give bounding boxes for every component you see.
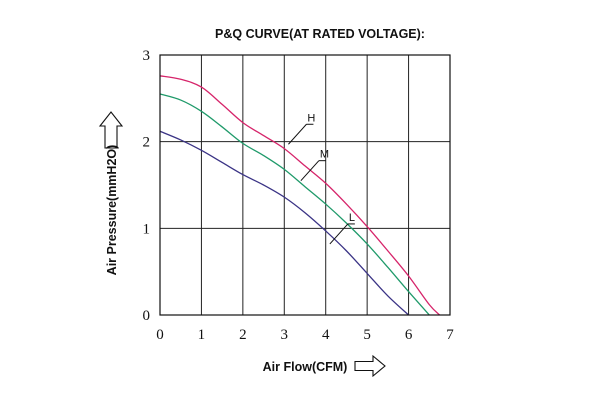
series-line-h: [159, 75, 441, 316]
x-axis-title-group: Air Flow(CFM): [263, 354, 386, 378]
x-axis-label: Air Flow(CFM): [263, 360, 348, 374]
x-tick-label: 6: [405, 327, 413, 343]
x-tick-label: 5: [363, 327, 371, 343]
x-tick-label: 2: [239, 327, 247, 343]
series-label-leader: [288, 123, 307, 145]
series-line-l: [159, 130, 410, 316]
tick-labels: 0 1 2 3 4 5 6 7 0 1 2 3: [143, 48, 455, 343]
x-tick-label: 1: [198, 327, 206, 343]
y-tick-label: 0: [143, 308, 151, 324]
series-label-l: L: [349, 212, 355, 224]
series-label-leader: [329, 223, 349, 245]
arrow-up-icon: [98, 111, 124, 149]
x-tick-label: 4: [322, 327, 330, 343]
y-axis-title-group: Air Pressure(mmH2O): [98, 111, 124, 276]
y-tick-label: 1: [143, 221, 151, 237]
series-lines: [159, 75, 441, 316]
series-label-m: M: [320, 149, 329, 161]
plot-area-border: [159, 54, 451, 316]
series-label-leader: [300, 160, 320, 182]
x-tick-label: 3: [281, 327, 289, 343]
y-tick-label: 3: [143, 48, 151, 64]
y-tick-label: 2: [143, 135, 151, 151]
x-tick-label: 0: [156, 327, 164, 343]
chart-title: P&Q CURVE(AT RATED VOLTAGE):: [215, 27, 425, 41]
y-axis-label: Air Pressure(mmH2O): [105, 145, 119, 276]
grid: [160, 55, 450, 315]
x-tick-label: 7: [446, 327, 454, 343]
series-line-m: [159, 93, 430, 316]
arrow-right-icon: [354, 354, 386, 378]
series-labels: H M L: [288, 112, 355, 245]
series-label-h: H: [307, 112, 315, 124]
